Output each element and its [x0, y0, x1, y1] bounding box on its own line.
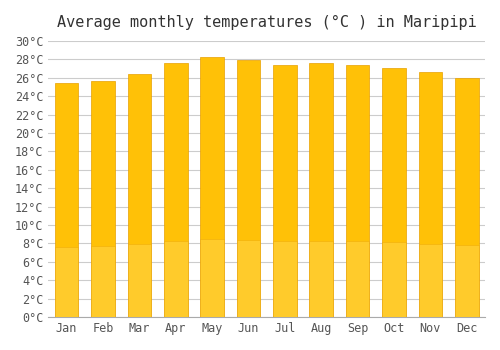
Bar: [200, 239, 224, 317]
Bar: [346, 241, 370, 317]
Bar: [91, 82, 115, 317]
Bar: [236, 60, 260, 317]
Bar: [382, 68, 406, 317]
Bar: [273, 241, 296, 317]
Bar: [382, 242, 406, 317]
Title: Average monthly temperatures (°C ) in Maripipi: Average monthly temperatures (°C ) in Ma…: [57, 15, 476, 30]
Bar: [200, 57, 224, 317]
Bar: [128, 74, 151, 317]
Bar: [418, 72, 442, 317]
Bar: [54, 247, 78, 317]
Bar: [310, 241, 333, 317]
Bar: [455, 78, 478, 317]
Bar: [346, 65, 370, 317]
Bar: [91, 246, 115, 317]
Bar: [418, 244, 442, 317]
Bar: [164, 63, 188, 317]
Bar: [455, 245, 478, 317]
Bar: [54, 83, 78, 317]
Bar: [310, 63, 333, 317]
Bar: [273, 65, 296, 317]
Bar: [164, 241, 188, 317]
Bar: [128, 244, 151, 317]
Bar: [236, 240, 260, 317]
